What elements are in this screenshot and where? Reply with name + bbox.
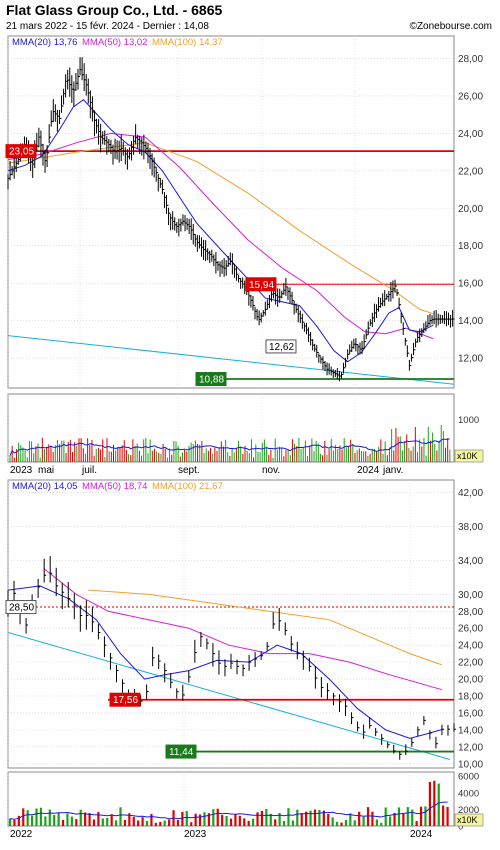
y-tick-label: 18,00 <box>458 692 483 703</box>
y-tick-label: 14,00 <box>458 725 483 736</box>
y-tick-label: 14,00 <box>458 316 483 327</box>
resistance-label: 28,50 <box>9 603 34 614</box>
plot-frame <box>8 480 454 768</box>
y-tick-label: 12,00 <box>458 742 483 753</box>
y-tick-label: 10,00 <box>458 759 483 770</box>
y-tick-label: 26,00 <box>458 624 483 635</box>
support-label: 11,44 <box>169 747 194 758</box>
y-tick-label: 24,00 <box>458 641 483 652</box>
x-tick-label: janv. <box>382 465 403 476</box>
resistance-label: 23,05 <box>9 147 34 158</box>
x-tick-label: 2024 <box>357 465 380 476</box>
y-tick-label: 20,00 <box>458 204 483 215</box>
y-tick-label: 28,00 <box>458 54 483 65</box>
y-tick-label: 26,00 <box>458 91 483 102</box>
y-tick-label: 20,00 <box>458 675 483 686</box>
y-tick-label: 16,00 <box>458 708 483 719</box>
y-tick-label: 38,00 <box>458 522 483 533</box>
y-tick-label: 42,00 <box>458 488 483 499</box>
x-tick-label: sept. <box>178 465 200 476</box>
x-tick-label: 2023 <box>184 829 207 840</box>
resistance-2-label: 17,56 <box>113 695 138 706</box>
x-tick-label: nov. <box>262 465 280 476</box>
legend-mma20: MMA(20) 14,05 <box>12 481 77 492</box>
y-tick-label: 16,00 <box>458 279 483 290</box>
y-tick-label: 34,00 <box>458 556 483 567</box>
volume-y-tick-label: 6000 <box>458 772 479 783</box>
x-tick-label: 2022 <box>10 829 33 840</box>
legend-mma100: MMA(100) 21,67 <box>152 481 223 492</box>
y-tick-label: 30,00 <box>458 590 483 601</box>
legend-mma50: MMA(50) 18,74 <box>82 481 147 492</box>
resistance-2-label: 15,94 <box>249 280 274 291</box>
support-label: 10,88 <box>199 375 224 386</box>
last-price-label: 12,62 <box>269 342 294 353</box>
daily-volume-chart: 1000 x10K 2023 mai juil. sept. nov. 2024 janv. <box>8 394 483 476</box>
weekly-price-chart: 42,00 38,00 34,00 30,00 28,00 26,00 24,00 22,00… <box>6 480 483 770</box>
volume-y-tick-label: 1000 <box>458 415 479 426</box>
volume-frame <box>8 772 454 826</box>
plot-frame <box>8 36 454 388</box>
legend-mma20: MMA(20) 13,76 <box>12 37 77 48</box>
legend-mma100: MMA(100) 14,37 <box>152 37 223 48</box>
y-tick-label: 18,00 <box>458 241 483 252</box>
x-tick-label: mai <box>38 465 54 476</box>
x-tick-label: juil. <box>81 465 97 476</box>
legend-mma50: MMA(50) 13,02 <box>82 37 147 48</box>
unit-badge: x10K <box>457 815 478 825</box>
y-tick-label: 24,00 <box>458 129 483 140</box>
y-tick-label: 28,00 <box>458 607 483 618</box>
x-tick-label: 2024 <box>410 829 433 840</box>
unit-badge: x10K <box>457 451 478 461</box>
y-tick-label: 12,00 <box>458 354 483 365</box>
y-tick-label: 22,00 <box>458 166 483 177</box>
daily-price-chart: 28,00 26,00 24,00 22,00 20,00 18,00 16,00 14,00… <box>6 36 483 388</box>
volume-y-tick-label: 4000 <box>458 788 479 799</box>
x-tick-label: 2023 <box>10 465 33 476</box>
y-tick-label: 22,00 <box>458 658 483 669</box>
